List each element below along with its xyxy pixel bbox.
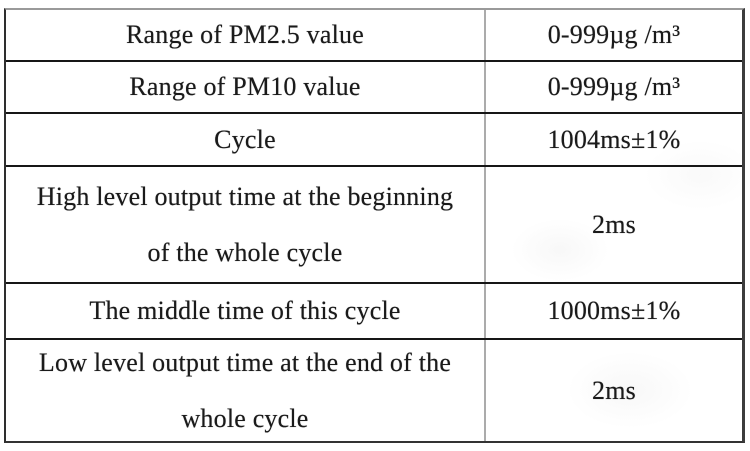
parameter-cell: Low level output time at the end of the w…	[6, 340, 486, 441]
parameter-cell: Range of PM10 value	[6, 62, 486, 112]
table-row: Range of PM10 value 0-999µg /m³	[6, 62, 742, 114]
parameter-text: High level output time at the beginning	[36, 181, 454, 211]
parameter-text: Low level output time at the end of the	[38, 347, 452, 377]
value-cell: 1004ms±1%	[486, 114, 742, 165]
parameter-cell: Cycle	[6, 114, 486, 165]
table-row: Low level output time at the end of the w…	[6, 340, 742, 441]
spec-table: Range of PM2.5 value 0-999µg /m³ Range of …	[4, 8, 745, 443]
parameter-cell: The middle time of this cycle	[6, 284, 486, 338]
table-row: The middle time of this cycle 1000ms±1%	[6, 284, 742, 340]
value-cell: 2ms	[486, 340, 742, 441]
value-cell: 1000ms±1%	[486, 284, 742, 338]
parameter-text: of the whole cycle	[147, 237, 343, 267]
value-cell: 2ms	[486, 167, 742, 282]
value-text: 0-999µg /m³	[547, 20, 681, 49]
value-text: 1004ms±1%	[547, 124, 681, 154]
parameter-text: Range of PM10 value	[129, 72, 361, 101]
value-text: 2ms	[592, 209, 636, 239]
table-row: Cycle 1004ms±1%	[6, 114, 742, 167]
parameter-cell: Range of PM2.5 value	[6, 10, 486, 60]
value-cell: 0-999µg /m³	[486, 10, 742, 60]
parameter-text: The middle time of this cycle	[89, 296, 401, 325]
parameter-text: Cycle	[214, 124, 276, 154]
value-cell: 0-999µg /m³	[486, 62, 742, 112]
parameter-text: whole cycle	[181, 403, 309, 433]
parameter-cell: High level output time at the beginning o…	[6, 167, 486, 282]
value-text: 1000ms±1%	[547, 296, 681, 325]
table-row: High level output time at the beginning o…	[6, 167, 742, 284]
value-text: 0-999µg /m³	[547, 72, 681, 101]
table-row: Range of PM2.5 value 0-999µg /m³	[6, 10, 742, 62]
parameter-text: Range of PM2.5 value	[126, 20, 364, 49]
value-text: 2ms	[592, 375, 636, 405]
